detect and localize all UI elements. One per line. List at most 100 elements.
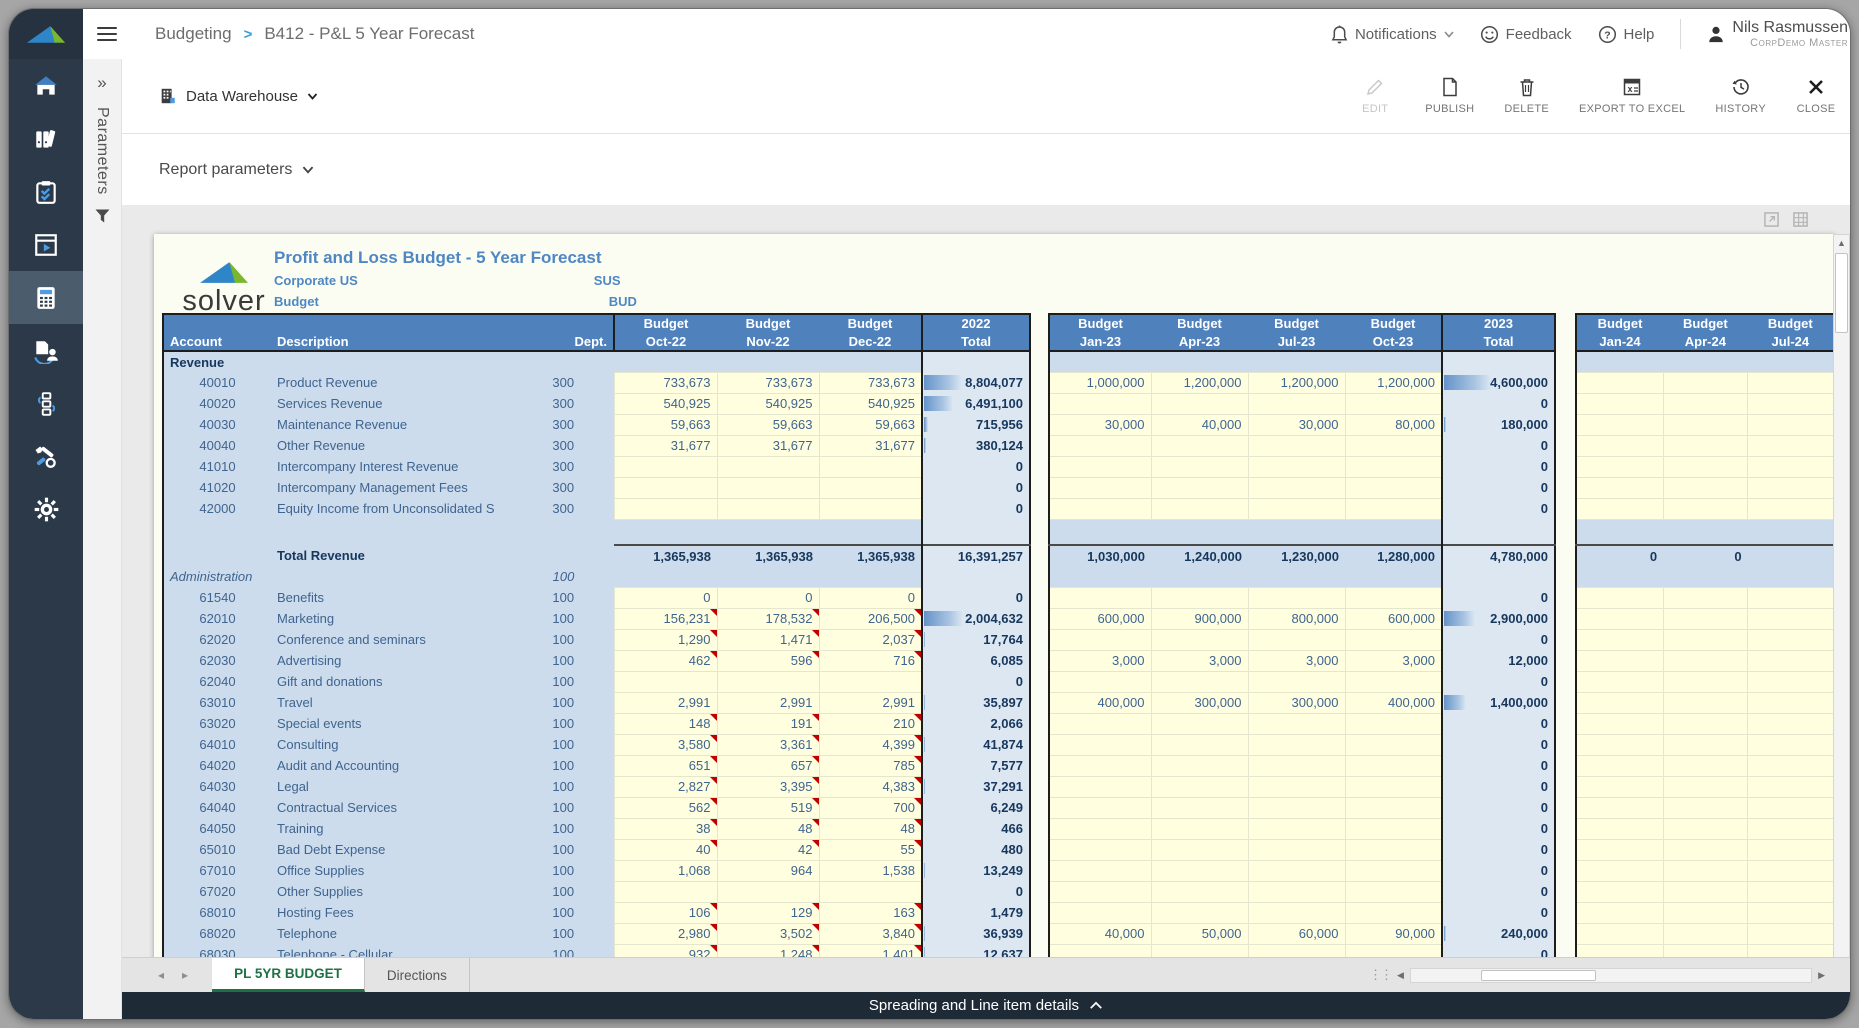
budget-cell[interactable] — [613, 476, 718, 499]
budget-cell[interactable] — [1048, 796, 1152, 819]
budget-cell[interactable] — [1150, 497, 1249, 520]
budget-cell[interactable] — [1048, 434, 1152, 457]
budget-cell[interactable] — [1344, 392, 1443, 415]
budget-cell[interactable]: 2,827 — [613, 775, 718, 798]
budget-cell[interactable] — [1662, 413, 1749, 436]
scrollbar-drag-handle-icon[interactable]: ⋮⋮ — [1369, 967, 1393, 982]
budget-cell[interactable] — [1150, 712, 1249, 735]
budget-cell[interactable] — [1662, 733, 1749, 756]
report-parameters-toggle[interactable]: Report parameters — [159, 161, 314, 179]
budget-cell[interactable] — [1150, 754, 1249, 777]
scroll-up-icon[interactable]: ▲ — [1837, 238, 1846, 248]
budget-cell[interactable]: 106 — [613, 901, 718, 924]
budget-cell[interactable]: 1,200,000 — [1150, 371, 1249, 394]
budget-cell[interactable] — [1344, 901, 1443, 924]
budget-cell[interactable] — [818, 880, 923, 903]
budget-cell[interactable] — [1247, 628, 1346, 651]
budget-cell[interactable] — [1747, 476, 1835, 499]
budget-cell[interactable] — [1747, 796, 1835, 819]
parameters-rail-label[interactable]: Parameters — [94, 107, 111, 195]
budget-cell[interactable] — [1344, 476, 1443, 499]
budget-cell[interactable] — [1247, 455, 1346, 478]
budget-cell[interactable]: 31,677 — [716, 434, 820, 457]
budget-cell[interactable] — [1747, 497, 1835, 520]
budget-cell[interactable]: 657 — [716, 754, 820, 777]
budget-cell[interactable] — [716, 455, 820, 478]
budget-cell[interactable] — [1575, 371, 1664, 394]
tab-scroll-right-icon[interactable]: ▸ — [182, 968, 189, 982]
expand-parameters-icon[interactable]: » — [97, 73, 107, 92]
budget-cell[interactable] — [1344, 434, 1443, 457]
budget-cell[interactable] — [1150, 901, 1249, 924]
budget-cell[interactable] — [1662, 392, 1749, 415]
budget-cell[interactable] — [1247, 880, 1346, 903]
budget-cell[interactable]: 3,000 — [1048, 649, 1152, 672]
budget-cell[interactable] — [1575, 607, 1664, 630]
budget-cell[interactable]: 48 — [818, 817, 923, 840]
budget-cell[interactable] — [1662, 434, 1749, 457]
budget-cell[interactable] — [1247, 392, 1346, 415]
budget-cell[interactable] — [613, 497, 718, 520]
budget-cell[interactable]: 716 — [818, 649, 923, 672]
budget-cell[interactable] — [1575, 628, 1664, 651]
sidebar-item-admin-tools[interactable] — [9, 430, 83, 483]
open-in-window-icon[interactable] — [1764, 212, 1779, 227]
budget-cell[interactable] — [1747, 880, 1835, 903]
budget-cell[interactable]: 59,663 — [818, 413, 923, 436]
budget-cell[interactable] — [1575, 476, 1664, 499]
budget-cell[interactable] — [1747, 712, 1835, 735]
budget-cell[interactable] — [1662, 670, 1749, 693]
tab-directions[interactable]: Directions — [365, 958, 470, 992]
budget-cell[interactable] — [1747, 371, 1835, 394]
budget-cell[interactable]: 2,991 — [818, 691, 923, 714]
budget-cell[interactable]: 90,000 — [1344, 922, 1443, 945]
budget-cell[interactable] — [1747, 775, 1835, 798]
budget-cell[interactable] — [1150, 434, 1249, 457]
budget-cell[interactable] — [1048, 901, 1152, 924]
budget-cell[interactable] — [1575, 817, 1664, 840]
budget-cell[interactable] — [1150, 392, 1249, 415]
budget-cell[interactable] — [1662, 754, 1749, 777]
budget-cell[interactable] — [1150, 943, 1249, 957]
budget-cell[interactable]: 163 — [818, 901, 923, 924]
data-source-dropdown[interactable]: Data Warehouse — [159, 87, 318, 105]
budget-cell[interactable]: 2,991 — [716, 691, 820, 714]
budget-cell[interactable]: 3,361 — [716, 733, 820, 756]
horizontal-scroll-track[interactable] — [1409, 967, 1813, 983]
budget-cell[interactable] — [1662, 817, 1749, 840]
scroll-right-icon[interactable]: ▶ — [1818, 969, 1825, 980]
budget-cell[interactable] — [1575, 943, 1664, 957]
budget-cell[interactable] — [1662, 476, 1749, 499]
budget-cell[interactable]: 700 — [818, 796, 923, 819]
budget-cell[interactable] — [1048, 838, 1152, 861]
budget-cell[interactable] — [1344, 838, 1443, 861]
budget-cell[interactable] — [1747, 586, 1835, 609]
budget-cell[interactable] — [1048, 497, 1152, 520]
budget-cell[interactable] — [1150, 455, 1249, 478]
budget-cell[interactable]: 40 — [613, 838, 718, 861]
budget-cell[interactable] — [1150, 775, 1249, 798]
budget-cell[interactable] — [1344, 796, 1443, 819]
budget-cell[interactable] — [1247, 670, 1346, 693]
budget-cell[interactable] — [1048, 670, 1152, 693]
budget-cell[interactable]: 0 — [716, 586, 820, 609]
budget-cell[interactable] — [613, 455, 718, 478]
export-to-excel-button[interactable]: x EXPORT TO EXCEL — [1579, 77, 1685, 115]
budget-cell[interactable] — [1150, 859, 1249, 882]
budget-cell[interactable]: 400,000 — [1048, 691, 1152, 714]
budget-cell[interactable] — [1575, 497, 1664, 520]
budget-cell[interactable] — [1747, 649, 1835, 672]
budget-cell[interactable]: 59,663 — [613, 413, 718, 436]
budget-cell[interactable] — [818, 670, 923, 693]
budget-cell[interactable]: 40,000 — [1048, 922, 1152, 945]
budget-cell[interactable] — [1048, 754, 1152, 777]
budget-cell[interactable] — [1575, 586, 1664, 609]
budget-cell[interactable] — [1344, 943, 1443, 957]
budget-cell[interactable] — [1344, 712, 1443, 735]
budget-cell[interactable] — [1247, 497, 1346, 520]
feedback-button[interactable]: Feedback — [1480, 25, 1572, 44]
budget-cell[interactable] — [1575, 880, 1664, 903]
budget-cell[interactable] — [1662, 712, 1749, 735]
budget-cell[interactable]: 1,538 — [818, 859, 923, 882]
budget-cell[interactable] — [1747, 392, 1835, 415]
